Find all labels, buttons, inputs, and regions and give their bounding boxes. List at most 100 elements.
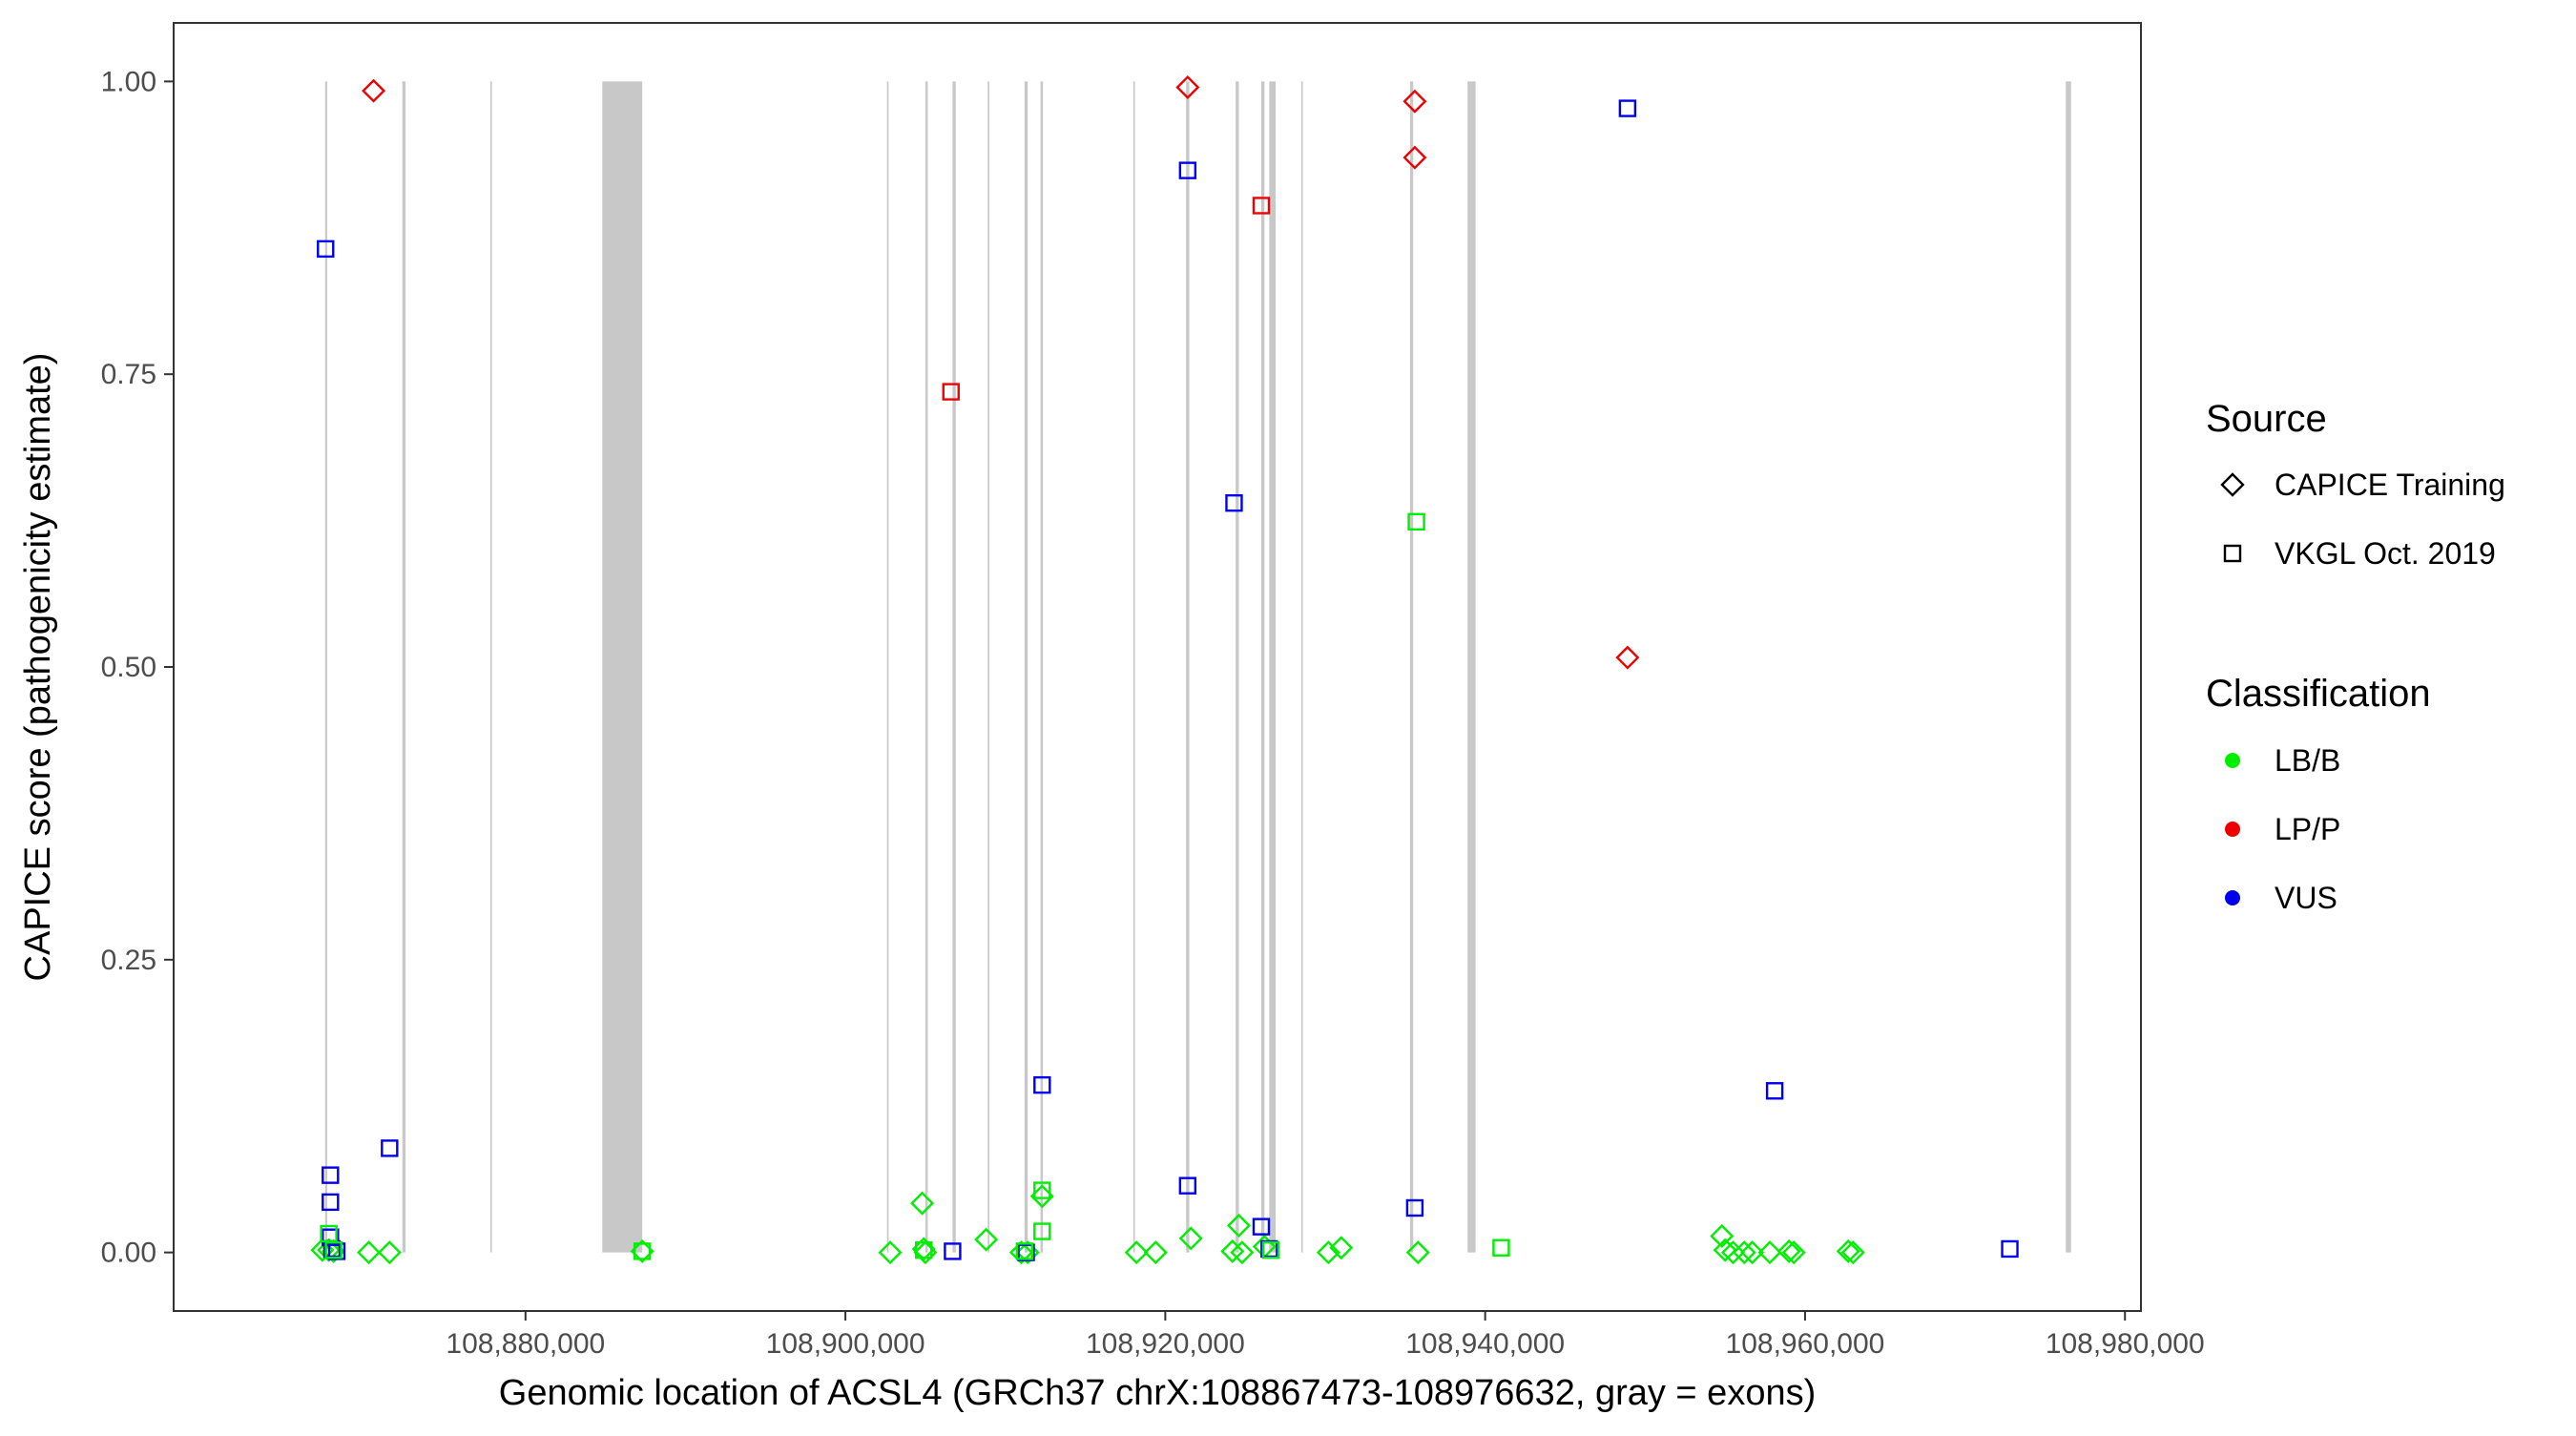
exon-band: [924, 81, 928, 1253]
square-point: [1033, 1075, 1051, 1094]
exon-band: [1467, 81, 1476, 1253]
diamond-point: [1329, 1236, 1354, 1260]
square-point: [1252, 197, 1271, 215]
diamond-point: [1220, 1238, 1245, 1263]
diamond-point: [1836, 1238, 1860, 1263]
y-axis-label: CAPICE score (pathogenicity estimate): [18, 353, 58, 982]
data-points: [310, 75, 2019, 1265]
x-tick-label: 108,980,000: [2046, 1328, 2205, 1360]
diamond-point: [1721, 1240, 1746, 1265]
diamond-point: [1732, 1240, 1756, 1265]
square-point: [1405, 1198, 1424, 1217]
x-tick-label: 108,960,000: [1726, 1328, 1885, 1360]
diamond-point: [1402, 145, 1427, 170]
y-axis: 0.00 0.25 0.50 0.75 1.00: [101, 66, 174, 1269]
diamond-point: [1175, 75, 1200, 99]
square-point: [322, 1228, 340, 1246]
square-point: [2001, 1239, 2019, 1259]
square-point: [322, 1193, 340, 1212]
x-tick-label: 108,900,000: [766, 1328, 925, 1360]
diamond-point: [1740, 1240, 1765, 1265]
diamond-point: [910, 1191, 935, 1216]
legend-source-label: VKGL Oct. 2019: [2275, 536, 2496, 571]
exon-band: [602, 81, 643, 1253]
legend-color-key: [2225, 822, 2240, 837]
exon-band: [952, 81, 956, 1253]
exon-band: [1269, 81, 1277, 1253]
square-point: [322, 1166, 340, 1184]
square-point: [1017, 1243, 1035, 1261]
diamond-point: [1178, 1226, 1203, 1251]
diamond-point: [974, 1227, 999, 1252]
diamond-point: [1316, 1240, 1340, 1265]
exon-band: [2066, 81, 2071, 1253]
diamond-point: [1776, 1238, 1801, 1263]
square-point: [944, 1242, 962, 1260]
exon-band: [1260, 81, 1265, 1253]
square-point: [1252, 1217, 1271, 1236]
legend-classification-label: LP/P: [2275, 812, 2340, 846]
exon-band: [489, 81, 492, 1253]
x-tick-label: 108,940,000: [1405, 1328, 1565, 1360]
diamond-point: [1405, 1240, 1430, 1265]
legend: Source Classification CAPICE Training VKG…: [2206, 398, 2505, 915]
square-point: [1765, 1082, 1784, 1100]
plot-panel-border: [173, 22, 2142, 1312]
y-tick-label: 0.75: [101, 359, 156, 390]
legend-classification-label: VUS: [2275, 881, 2337, 915]
x-tick-label: 108,920,000: [1086, 1328, 1245, 1360]
diamond-point: [1402, 89, 1427, 114]
square-point: [1261, 1240, 1280, 1259]
exon-band: [987, 81, 989, 1253]
exon-band: [886, 81, 889, 1253]
exon-band: [1132, 81, 1135, 1253]
exon-band: [1186, 81, 1190, 1253]
diamond-point: [317, 1238, 342, 1262]
square-point: [1178, 161, 1197, 179]
square-point: [324, 1240, 343, 1259]
x-tick-label: 108,880,000: [446, 1328, 605, 1360]
diamond-point: [1713, 1238, 1737, 1262]
legend-color-key: [2225, 753, 2240, 768]
diamond-point: [1009, 1240, 1034, 1265]
diamond-point: [1230, 1240, 1255, 1265]
square-point: [381, 1139, 399, 1157]
exon-band: [1409, 81, 1414, 1253]
y-tick-label: 0.00: [101, 1238, 156, 1269]
diamond-point: [1124, 1240, 1149, 1265]
diamond-point: [362, 78, 386, 103]
square-point: [1015, 1242, 1034, 1260]
square-point: [1225, 493, 1243, 512]
diamond-point: [1781, 1240, 1806, 1265]
exon-band: [1236, 81, 1239, 1253]
exon-bands: [324, 81, 2071, 1253]
diamond-point: [1710, 1223, 1735, 1248]
legend-source-label: CAPICE Training: [2275, 468, 2505, 502]
y-tick-label: 0.50: [101, 652, 156, 683]
y-tick-label: 0.25: [101, 945, 156, 976]
diamond-point: [1615, 645, 1640, 670]
diamond-point: [878, 1240, 903, 1265]
legend-classification-label: LB/B: [2275, 743, 2340, 778]
legend-diamond-key: [2220, 472, 2245, 497]
legend-classification-title: Classification: [2206, 673, 2431, 715]
legend-square-key: [2223, 544, 2242, 563]
y-tick-label: 1.00: [101, 66, 156, 97]
square-point: [1618, 99, 1637, 117]
x-axis: 108,880,000 108,900,000 108,920,000 108,940…: [446, 1311, 2205, 1360]
square-point: [1033, 1181, 1051, 1199]
diamond-point: [377, 1240, 402, 1265]
legend-source-title: Source: [2206, 398, 2327, 440]
diamond-point: [1143, 1240, 1168, 1265]
legend-color-key: [2225, 890, 2240, 905]
square-point: [942, 383, 960, 401]
square-point: [317, 239, 335, 259]
square-point: [915, 1240, 933, 1259]
exon-band: [402, 81, 406, 1253]
square-point: [1492, 1238, 1510, 1257]
square-point: [1407, 512, 1425, 531]
diamond-point: [1840, 1240, 1865, 1265]
diamond-point: [357, 1240, 382, 1265]
exon-band: [324, 81, 327, 1253]
